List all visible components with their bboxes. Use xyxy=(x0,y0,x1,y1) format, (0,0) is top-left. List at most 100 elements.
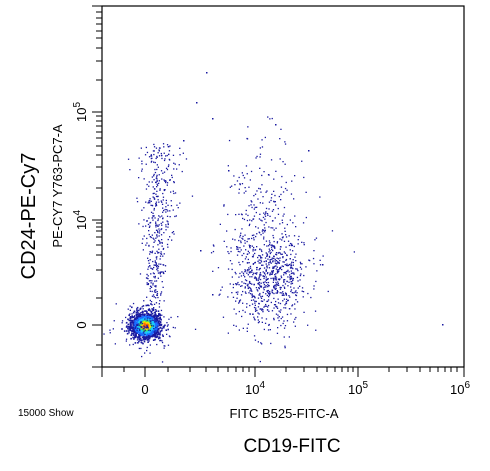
event-point xyxy=(281,219,283,221)
event-point xyxy=(284,141,286,143)
event-point xyxy=(131,313,133,315)
event-point xyxy=(292,261,294,264)
event-point xyxy=(141,339,143,341)
event-point xyxy=(273,287,275,289)
event-point xyxy=(147,308,150,311)
event-point xyxy=(270,246,273,248)
event-point xyxy=(283,307,285,309)
event-point xyxy=(157,272,160,274)
event-point xyxy=(283,286,286,288)
event-point xyxy=(245,213,247,215)
event-point xyxy=(279,286,281,289)
event-point xyxy=(148,233,150,236)
event-point xyxy=(156,250,158,252)
event-point xyxy=(281,239,283,241)
event-point xyxy=(279,311,281,313)
event-point xyxy=(126,321,128,324)
event-point xyxy=(191,195,194,197)
event-point xyxy=(149,323,152,326)
event-point xyxy=(152,284,154,286)
event-point xyxy=(258,287,260,289)
event-point xyxy=(281,175,283,178)
event-point xyxy=(155,221,157,223)
event-point xyxy=(154,317,157,320)
event-point xyxy=(165,229,167,231)
event-point xyxy=(259,272,262,274)
event-point xyxy=(267,291,269,293)
event-point xyxy=(148,230,150,232)
event-point xyxy=(138,320,140,322)
event-point xyxy=(263,306,265,308)
event-point xyxy=(151,204,153,207)
event-point xyxy=(146,346,148,349)
event-point xyxy=(148,156,151,158)
event-point xyxy=(278,284,280,286)
event-point xyxy=(174,327,176,329)
event-point xyxy=(138,324,140,327)
event-point xyxy=(171,239,173,241)
event-point xyxy=(156,186,158,188)
event-point xyxy=(149,288,151,290)
event-point xyxy=(246,306,248,308)
event-point xyxy=(273,246,276,248)
event-point xyxy=(141,242,143,244)
event-point xyxy=(159,188,161,190)
event-point xyxy=(275,204,277,206)
event-point xyxy=(166,168,169,171)
event-point xyxy=(221,286,223,288)
event-point xyxy=(262,216,265,219)
event-point xyxy=(260,191,262,193)
event-point xyxy=(235,214,237,216)
event-point xyxy=(238,213,240,215)
event-point xyxy=(136,322,138,324)
event-point xyxy=(264,213,266,216)
event-point xyxy=(146,282,148,284)
event-point xyxy=(153,188,156,190)
event-point xyxy=(236,180,239,182)
event-point xyxy=(278,262,280,264)
event-point xyxy=(137,315,140,318)
event-point xyxy=(270,199,272,202)
event-point xyxy=(147,275,149,277)
event-point xyxy=(294,215,296,217)
event-point xyxy=(313,285,315,287)
event-point xyxy=(267,284,269,286)
event-point xyxy=(291,266,293,269)
event-point xyxy=(265,207,268,210)
event-point xyxy=(243,282,245,284)
event-point xyxy=(176,204,178,206)
event-point xyxy=(145,331,148,333)
event-point xyxy=(261,146,264,148)
event-point xyxy=(251,303,254,305)
event-point xyxy=(167,238,169,241)
event-point xyxy=(301,287,304,289)
event-point xyxy=(281,265,283,267)
event-point xyxy=(156,267,158,269)
event-point xyxy=(277,282,279,285)
event-point xyxy=(263,282,265,284)
event-point xyxy=(307,324,309,326)
event-point xyxy=(260,257,262,259)
event-point xyxy=(289,278,291,281)
event-point xyxy=(294,303,296,305)
event-point xyxy=(269,118,271,120)
event-point xyxy=(278,319,280,322)
event-point xyxy=(159,317,162,320)
event-point xyxy=(155,195,158,198)
event-point xyxy=(137,327,139,329)
event-point xyxy=(128,325,130,328)
event-point xyxy=(255,279,258,281)
event-point xyxy=(267,304,270,307)
event-point xyxy=(268,310,270,312)
event-point xyxy=(232,296,235,298)
event-point xyxy=(132,321,134,323)
event-point xyxy=(275,170,277,172)
event-point xyxy=(148,309,151,311)
event-point xyxy=(263,238,265,240)
event-point xyxy=(245,283,247,285)
event-point xyxy=(161,245,163,247)
event-point xyxy=(143,321,146,323)
event-point xyxy=(241,183,244,185)
event-point xyxy=(262,232,264,234)
event-point xyxy=(152,339,155,341)
